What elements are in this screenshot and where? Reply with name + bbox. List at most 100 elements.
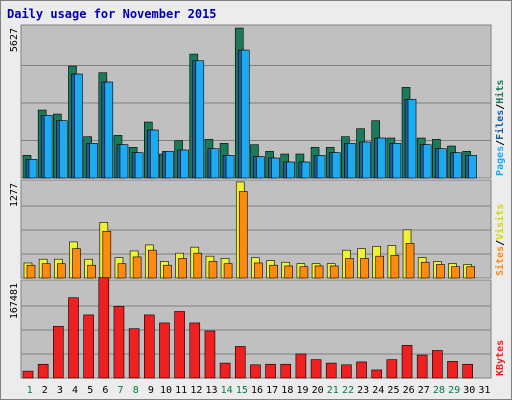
bar-sites-3 — [57, 263, 66, 279]
bar-sites-21 — [329, 265, 339, 279]
day-label-23: 23 — [357, 385, 369, 396]
day-label-27: 27 — [418, 385, 430, 396]
bar-sites-11 — [178, 258, 187, 279]
legend-item-visits-sites-2: Visits — [494, 204, 506, 240]
legend-item-hits-files-pages-3: / — [495, 104, 506, 110]
bar-kbytes-6 — [98, 277, 110, 379]
day-label-17: 17 — [266, 385, 278, 396]
day-label-22: 22 — [342, 385, 354, 396]
bar-kbytes-30 — [462, 363, 473, 379]
bar-pages-30 — [468, 155, 477, 179]
bar-pages-16 — [256, 156, 265, 179]
bar-pages-6 — [104, 81, 114, 179]
bar-sites-15 — [238, 191, 248, 279]
bar-sites-24 — [375, 255, 385, 279]
bar-sites-25 — [390, 255, 400, 279]
bar-kbytes-7 — [113, 306, 125, 379]
bar-pages-26 — [407, 99, 417, 179]
bar-pages-12 — [195, 60, 205, 179]
bar-pages-11 — [180, 149, 189, 179]
bar-kbytes-28 — [432, 350, 443, 379]
bar-sites-28 — [436, 264, 445, 279]
bar-pages-22 — [347, 143, 356, 179]
day-label-26: 26 — [403, 385, 415, 396]
day-label-8: 8 — [133, 385, 139, 396]
bar-pages-20 — [316, 155, 326, 179]
day-label-25: 25 — [387, 385, 399, 396]
bar-kbytes-10 — [159, 322, 170, 379]
bar-kbytes-1 — [22, 370, 34, 379]
day-label-19: 19 — [296, 385, 308, 396]
bar-sites-5 — [87, 264, 96, 279]
day-label-2: 2 — [42, 385, 48, 396]
bar-kbytes-20 — [310, 359, 322, 379]
bar-kbytes-13 — [204, 330, 216, 379]
bar-kbytes-5 — [83, 314, 94, 379]
day-label-29: 29 — [448, 385, 460, 396]
day-label-15: 15 — [236, 385, 248, 396]
bar-kbytes-23 — [356, 361, 367, 379]
bar-sites-9 — [147, 249, 157, 279]
bar-kbytes-16 — [250, 364, 261, 379]
bar-sites-17 — [269, 264, 278, 279]
bar-pages-24 — [377, 137, 387, 179]
day-label-12: 12 — [190, 385, 202, 396]
bar-pages-2 — [43, 115, 53, 179]
day-label-4: 4 — [72, 385, 78, 396]
day-label-24: 24 — [372, 385, 384, 396]
bar-pages-7 — [119, 144, 129, 179]
day-label-28: 28 — [433, 385, 445, 396]
day-label-5: 5 — [87, 385, 93, 396]
bar-sites-29 — [451, 266, 460, 279]
bar-pages-29 — [453, 152, 462, 179]
day-label-11: 11 — [175, 385, 187, 396]
day-label-14: 14 — [221, 385, 233, 396]
legend-item-hits-files-pages-4: Hits — [494, 80, 506, 104]
day-label-31: 31 — [478, 385, 490, 396]
legend-visits-sites: Sites/Visits — [494, 204, 506, 276]
bar-sites-13 — [208, 261, 218, 279]
bar-sites-22 — [345, 258, 354, 279]
day-label-9: 9 — [148, 385, 154, 396]
bar-sites-8 — [132, 256, 142, 279]
bar-kbytes-17 — [265, 363, 276, 379]
bar-kbytes-12 — [189, 322, 201, 379]
bar-sites-20 — [314, 265, 324, 279]
bar-pages-21 — [331, 152, 341, 179]
day-label-21: 21 — [327, 385, 339, 396]
day-label-20: 20 — [312, 385, 324, 396]
bar-kbytes-4 — [68, 297, 79, 379]
bar-kbytes-15 — [234, 346, 246, 379]
bar-pages-18 — [286, 161, 296, 179]
bar-sites-2 — [41, 263, 51, 279]
chart-title: Daily usage for November 2015 — [7, 7, 217, 21]
bar-pages-4 — [74, 73, 83, 179]
bar-kbytes-14 — [219, 362, 231, 379]
day-label-3: 3 — [57, 385, 63, 396]
bar-kbytes-25 — [386, 359, 398, 379]
bar-pages-8 — [134, 152, 144, 179]
bar-kbytes-24 — [371, 369, 383, 379]
bar-kbytes-27 — [416, 354, 428, 379]
bar-kbytes-9 — [143, 314, 155, 379]
bar-sites-30 — [466, 266, 475, 279]
max-label-visits-sites: 1277 — [9, 183, 20, 207]
bar-sites-18 — [284, 265, 294, 279]
bar-sites-1 — [26, 264, 36, 279]
day-label-7: 7 — [118, 385, 124, 396]
bar-sites-27 — [420, 261, 430, 279]
legend-item-hits-files-pages-2: Files — [494, 110, 506, 140]
bar-kbytes-3 — [53, 326, 64, 379]
bar-pages-19 — [301, 161, 311, 179]
bar-sites-19 — [299, 266, 309, 279]
bar-pages-5 — [89, 143, 98, 179]
bar-pages-17 — [271, 157, 280, 179]
bar-kbytes-18 — [280, 363, 292, 379]
bar-kbytes-29 — [447, 361, 458, 379]
bar-pages-3 — [59, 120, 68, 179]
bar-pages-27 — [422, 144, 432, 179]
day-label-6: 6 — [102, 385, 108, 396]
legend-item-visits-sites-1: / — [495, 240, 506, 246]
bar-sites-10 — [163, 264, 172, 279]
bar-sites-4 — [72, 248, 81, 279]
